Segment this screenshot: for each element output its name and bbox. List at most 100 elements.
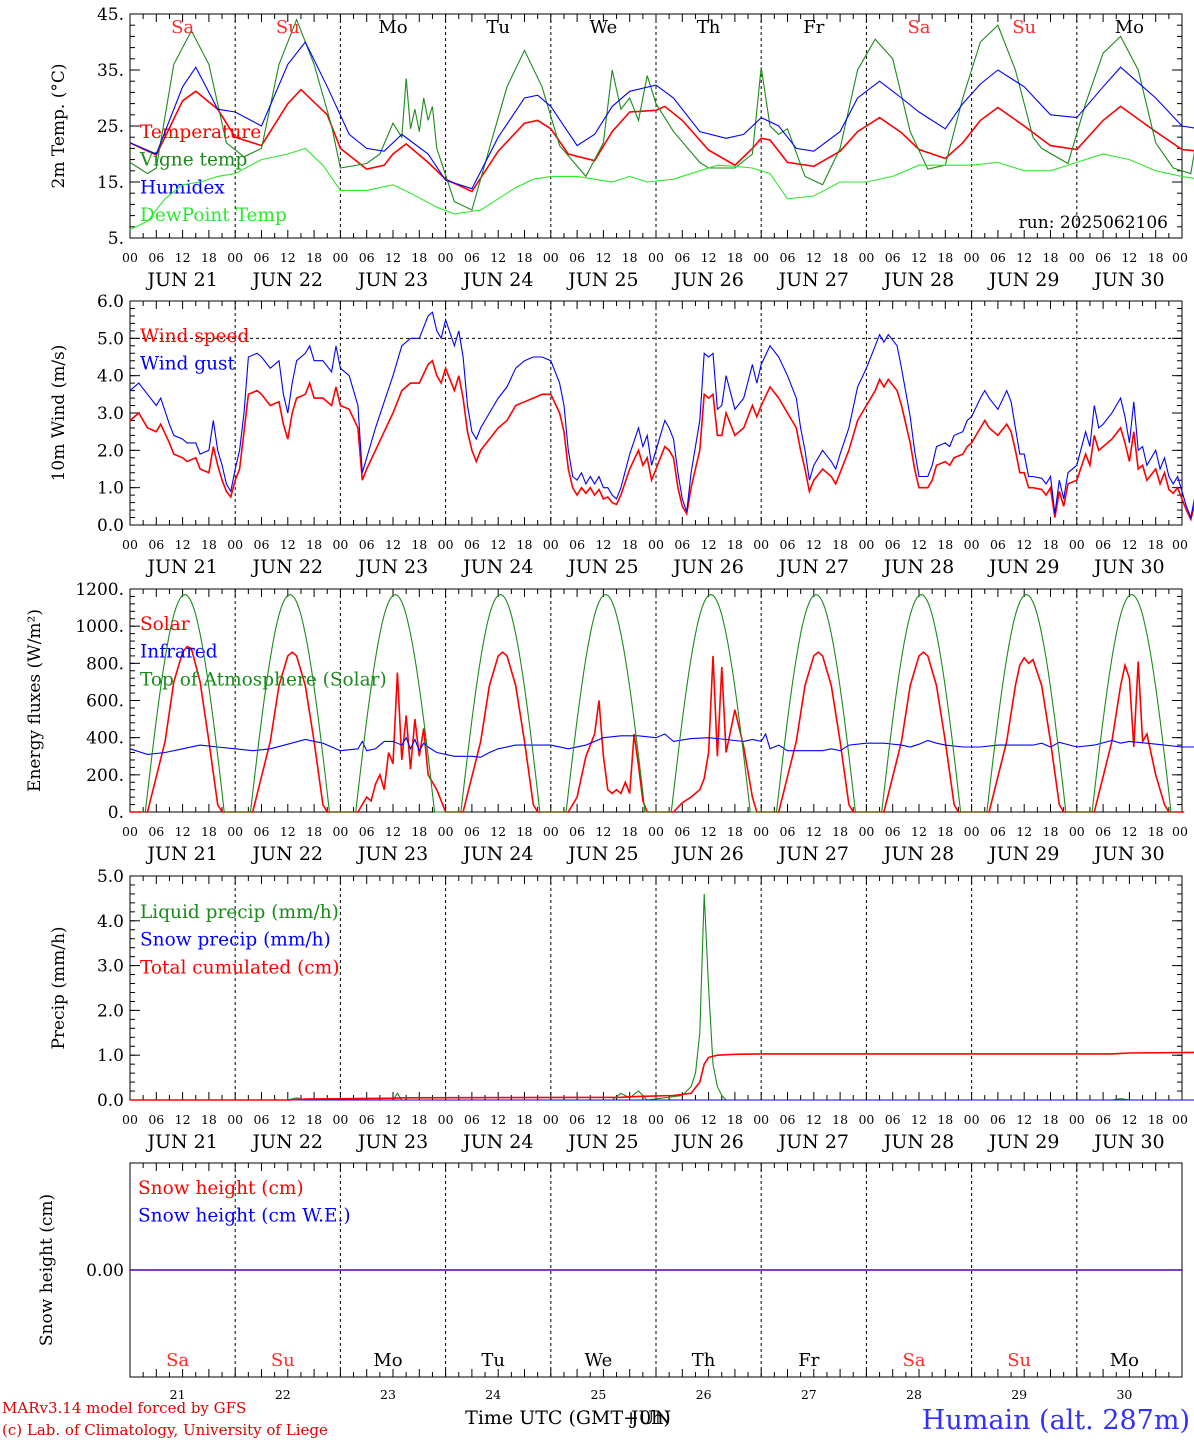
temp-y-tick-label: 5.	[108, 229, 124, 249]
energy-hour-label: 06	[1095, 824, 1111, 839]
precip-hour-label: 12	[806, 1112, 822, 1127]
energy-day-label: JUN 29	[987, 843, 1059, 865]
precip-hour-label: 00	[543, 1112, 559, 1127]
snow-y-tick-label: 0.00	[86, 1261, 124, 1281]
wind-hour-label: 00	[543, 537, 559, 552]
temp-hour-label: 06	[254, 250, 270, 265]
wind-hour-label: 06	[148, 537, 164, 552]
energy-hour-label: 12	[1121, 824, 1137, 839]
temp-hour-label: 00	[1069, 250, 1085, 265]
precip-hour-label: 06	[148, 1112, 164, 1127]
energy-hour-label: 18	[622, 824, 638, 839]
energy-hour-label: 12	[490, 824, 506, 839]
energy-hour-label: 00	[1069, 824, 1085, 839]
wind-hour-label: 12	[385, 537, 401, 552]
temp-hour-label: 06	[674, 250, 690, 265]
energy-hour-label: 12	[385, 824, 401, 839]
temp-weekday-label: Mo	[378, 17, 407, 38]
energy-day-label: JUN 24	[461, 843, 533, 865]
snow-day-number: 24	[485, 1387, 501, 1402]
temp-hour-label: 12	[911, 250, 927, 265]
x-axis-title: Time UTC (GMT+0h)	[465, 1407, 671, 1429]
snow-weekday-label: Tu	[481, 1350, 505, 1371]
wind-hour-label: 18	[1043, 537, 1059, 552]
temp-legend-0: Temperature	[140, 122, 261, 143]
wind-hour-label: 00	[1069, 537, 1085, 552]
temp-weekday-label: Su	[1012, 17, 1036, 38]
snow-day-number: 29	[1011, 1387, 1027, 1402]
energy-hour-label: 18	[306, 824, 322, 839]
precip-y-tick-label: 0.0	[97, 1091, 124, 1111]
wind-hour-label: 00	[332, 537, 348, 552]
precip-hour-label: 18	[306, 1112, 322, 1127]
energy-hour-label: 18	[937, 824, 953, 839]
temp-hour-label: 06	[1095, 250, 1111, 265]
precip-hour-label: 18	[832, 1112, 848, 1127]
energy-y-tick-label: 600.	[86, 692, 124, 712]
precip-hour-label: 06	[674, 1112, 690, 1127]
wind-day-label: JUN 23	[356, 556, 428, 578]
snow-weekday-label: Sa	[166, 1350, 189, 1371]
precip-day-label: JUN 24	[461, 1131, 533, 1153]
temp-hour-label: 00	[964, 250, 980, 265]
temp-weekday-label: Th	[697, 17, 721, 38]
precip-day-label: JUN 28	[882, 1131, 954, 1153]
wind-hour-label: 18	[937, 537, 953, 552]
precip-hour-label: 06	[254, 1112, 270, 1127]
snow-day-number: 30	[1116, 1387, 1132, 1402]
energy-hour-label: 18	[1043, 824, 1059, 839]
energy-hour-label: 00	[227, 824, 243, 839]
precip-day-label: JUN 23	[356, 1131, 428, 1153]
precip-hour-label: 06	[990, 1112, 1006, 1127]
temp-day-label: JUN 21	[145, 269, 217, 291]
precip-hour-label: 06	[885, 1112, 901, 1127]
temp-hour-label: 00	[227, 250, 243, 265]
energy-series-2-line	[141, 594, 1176, 813]
temp-series-0-line	[129, 88, 1194, 193]
temp-hour-label: 06	[359, 250, 375, 265]
wind-hour-label: 00	[122, 537, 138, 552]
precip-hour-label: 06	[780, 1112, 796, 1127]
temp-hour-label: 12	[385, 250, 401, 265]
precip-day-label: JUN 21	[145, 1131, 217, 1153]
wind-hour-label: 00	[964, 537, 980, 552]
temp-hour-label: 12	[806, 250, 822, 265]
energy-day-label: JUN 27	[777, 843, 849, 865]
energy-legend-0: Solar	[140, 614, 190, 635]
temp-hour-label: 00	[648, 250, 664, 265]
temp-hour-label: 06	[885, 250, 901, 265]
energy-y-tick-label: 1000.	[75, 617, 124, 637]
temp-weekday-label: Su	[276, 17, 300, 38]
temp-day-label: JUN 30	[1092, 269, 1164, 291]
wind-hour-label: 18	[411, 537, 427, 552]
temp-hour-label: 06	[464, 250, 480, 265]
snow-weekday-label: Mo	[373, 1350, 402, 1371]
precip-hour-label: 00	[648, 1112, 664, 1127]
energy-hour-label: 00	[332, 824, 348, 839]
wind-day-label: JUN 21	[145, 556, 217, 578]
temp-day-label: JUN 27	[777, 269, 849, 291]
energy-day-label: JUN 21	[145, 843, 217, 865]
wind-day-label: JUN 29	[987, 556, 1059, 578]
precip-hour-label: 18	[201, 1112, 217, 1127]
wind-hour-label: 00	[858, 537, 874, 552]
snow-legend-0: Snow height (cm)	[138, 1178, 304, 1199]
precip-hour-label: 06	[464, 1112, 480, 1127]
temp-weekday-label: Fr	[803, 17, 824, 38]
temp-day-label: JUN 22	[251, 269, 323, 291]
wind-hour-label: 12	[280, 537, 296, 552]
energy-day-label: JUN 25	[566, 843, 638, 865]
energy-day-label: JUN 26	[671, 843, 743, 865]
wind-hour-label: 12	[1121, 537, 1137, 552]
precip-day-label: JUN 25	[566, 1131, 638, 1153]
wind-day-label: JUN 27	[777, 556, 849, 578]
energy-legend-2: Top of Atmosphere (Solar)	[140, 669, 387, 690]
temp-hour-label: 18	[1043, 250, 1059, 265]
snow-day-number: 22	[275, 1387, 291, 1402]
wind-y-tick-label: 1.0	[97, 479, 124, 499]
precip-hour-label: 06	[569, 1112, 585, 1127]
precip-hour-label: 12	[1016, 1112, 1032, 1127]
wind-day-label: JUN 25	[566, 556, 638, 578]
energy-hour-label: 12	[911, 824, 927, 839]
